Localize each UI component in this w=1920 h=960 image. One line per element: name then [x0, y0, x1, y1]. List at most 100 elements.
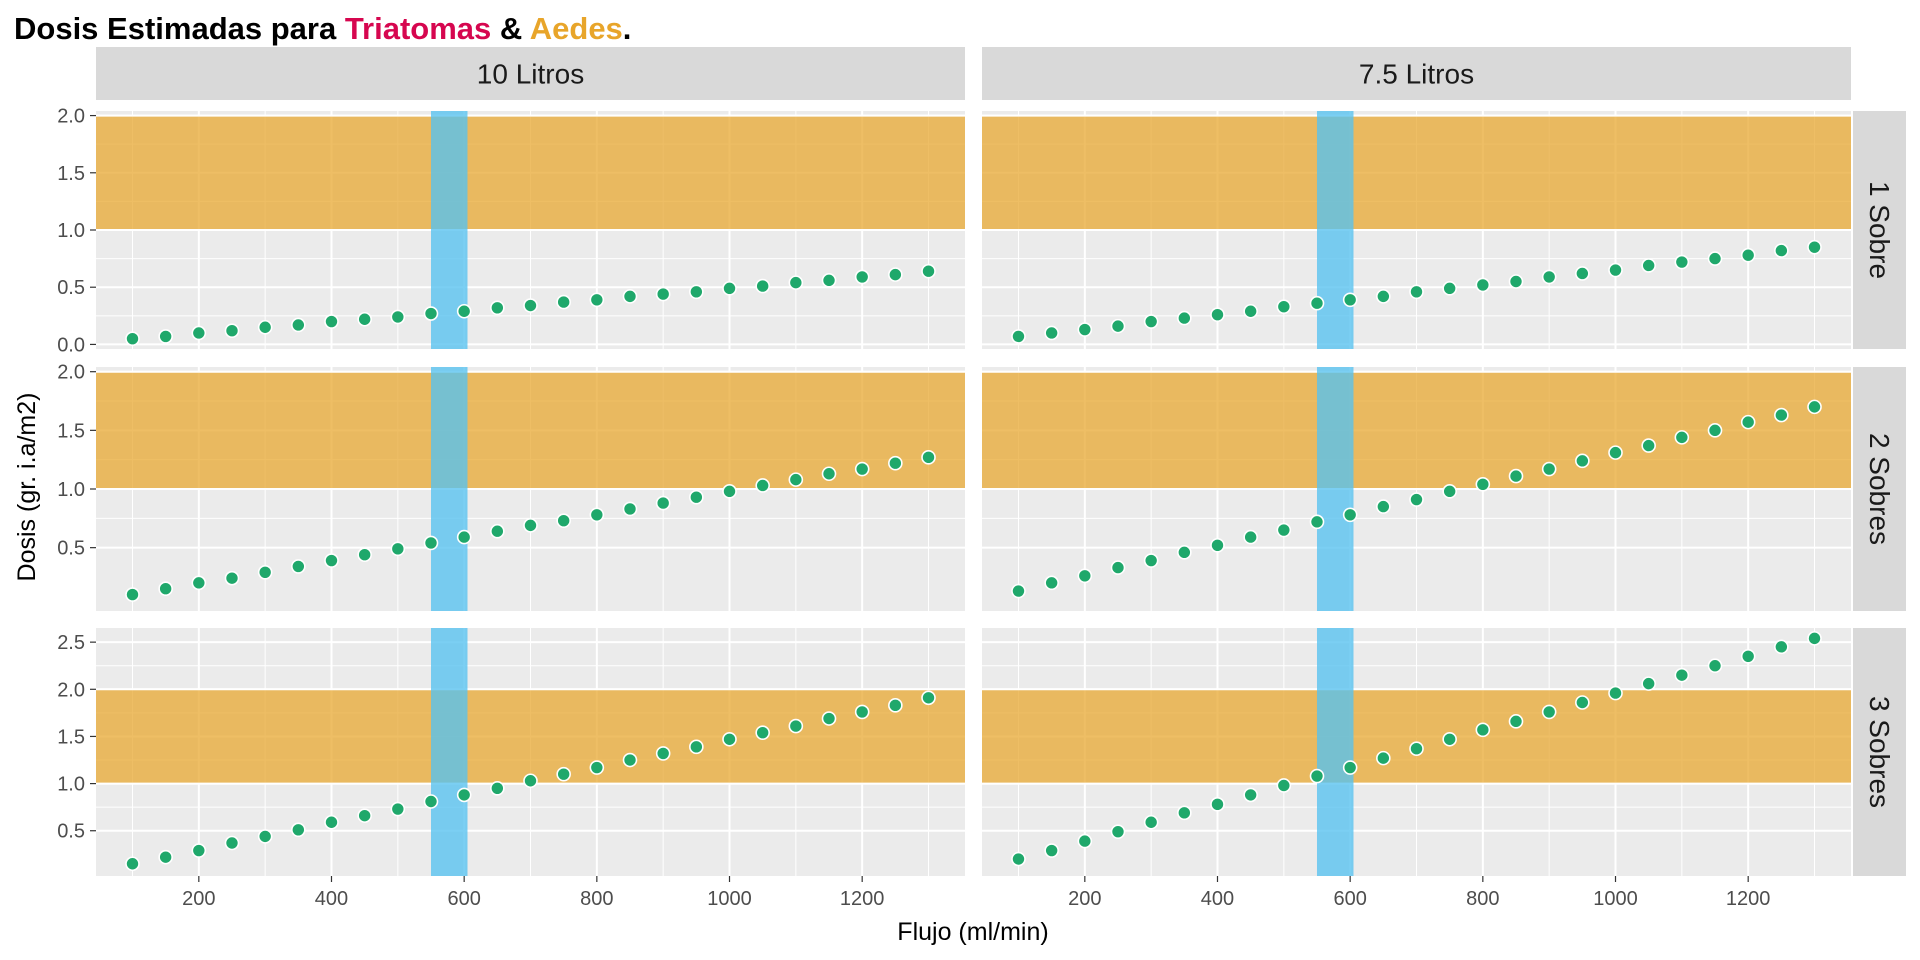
- x-tick-label: 1200: [1726, 888, 1771, 910]
- x-tick-label: 600: [447, 888, 480, 910]
- facet-panels: [96, 111, 1851, 876]
- x-axis-title: Flujo (ml/min): [897, 918, 1048, 946]
- column-strip: [96, 47, 965, 100]
- data-point: [821, 466, 837, 482]
- data-point: [1641, 258, 1656, 273]
- data-point: [1342, 760, 1358, 775]
- data-point: [1707, 658, 1723, 674]
- y-tick-label: 2.0: [57, 106, 85, 128]
- data-point: [755, 725, 770, 740]
- data-point: [1541, 461, 1557, 477]
- data-point: [490, 300, 505, 316]
- data-point: [1110, 824, 1126, 839]
- data-point: [655, 746, 671, 761]
- data-point: [1774, 639, 1789, 655]
- x-tick-label: 400: [1201, 888, 1234, 910]
- data-point: [523, 298, 538, 313]
- y-tick-label: 2.0: [57, 679, 85, 701]
- title-part-1: Triatomas: [345, 11, 491, 46]
- data-point: [1442, 731, 1457, 747]
- data-point: [324, 314, 339, 329]
- flow-band: [430, 367, 468, 611]
- y-axis-title: Dosis (gr. i.a/m2): [13, 393, 41, 582]
- data-point: [456, 529, 472, 545]
- data-point: [821, 711, 837, 726]
- data-point: [1177, 805, 1192, 821]
- data-point: [722, 731, 737, 747]
- data-point: [1044, 843, 1059, 858]
- column-strip: [982, 47, 1851, 100]
- data-point: [1077, 322, 1093, 337]
- data-point: [622, 289, 638, 304]
- data-point: [191, 325, 207, 341]
- data-point: [722, 281, 737, 296]
- data-point: [854, 461, 870, 477]
- target-dose-band: [96, 115, 965, 230]
- data-point: [788, 718, 804, 734]
- data-point: [888, 267, 903, 282]
- data-point: [390, 541, 406, 557]
- data-point: [125, 331, 140, 347]
- data-point: [1143, 314, 1159, 329]
- data-point: [125, 587, 140, 602]
- data-point: [523, 773, 538, 789]
- flow-band: [1316, 111, 1354, 349]
- y-tick-label: 1.5: [57, 726, 85, 748]
- data-point: [357, 547, 372, 562]
- x-tick-label: 1000: [707, 888, 752, 910]
- data-point: [755, 478, 770, 493]
- data-point: [888, 698, 903, 713]
- data-point: [1508, 468, 1524, 484]
- data-point: [1309, 768, 1325, 784]
- data-point: [1409, 492, 1424, 507]
- data-point: [689, 284, 704, 300]
- data-point: [755, 278, 770, 294]
- y-tick-label: 2.0: [57, 362, 85, 384]
- data-point: [655, 495, 671, 511]
- data-point: [788, 472, 804, 487]
- target-dose-band: [96, 371, 965, 489]
- data-point: [1276, 778, 1292, 793]
- data-point: [224, 323, 240, 338]
- data-point: [1276, 299, 1292, 314]
- data-point: [1409, 284, 1424, 300]
- data-point: [1774, 407, 1789, 423]
- row-strip-label: 1 Sobre: [1864, 181, 1895, 279]
- title-part-3: Aedes: [530, 11, 623, 46]
- data-point: [224, 570, 240, 586]
- data-point: [1376, 499, 1391, 514]
- data-point: [490, 781, 505, 796]
- data-point: [1177, 545, 1192, 560]
- data-point: [1309, 514, 1325, 530]
- data-point: [1376, 289, 1391, 304]
- x-tick-label: 600: [1333, 888, 1366, 910]
- data-point: [1608, 685, 1623, 701]
- data-point: [257, 319, 273, 335]
- panel-r0-c0: [96, 111, 965, 349]
- data-point: [158, 329, 173, 344]
- data-point: [921, 690, 936, 706]
- data-point: [1143, 814, 1159, 830]
- flow-band: [430, 628, 468, 876]
- data-point: [1110, 318, 1126, 334]
- data-point: [423, 306, 439, 321]
- data-point: [357, 311, 372, 327]
- data-point: [1475, 277, 1491, 293]
- data-point: [854, 269, 870, 285]
- data-point: [1674, 430, 1690, 445]
- y-tick-label: 1.0: [57, 220, 85, 242]
- data-point: [1807, 399, 1822, 415]
- data-point: [1707, 423, 1723, 438]
- y-tick-label: 0.5: [57, 277, 85, 299]
- data-point: [1044, 575, 1059, 591]
- title-part-2: &: [491, 11, 529, 46]
- data-point: [1210, 538, 1225, 553]
- data-point: [191, 575, 207, 591]
- data-point: [1110, 560, 1126, 575]
- data-point: [257, 829, 273, 844]
- data-point: [490, 523, 505, 539]
- data-point: [1475, 722, 1491, 738]
- data-point: [257, 564, 273, 580]
- data-point: [854, 704, 870, 720]
